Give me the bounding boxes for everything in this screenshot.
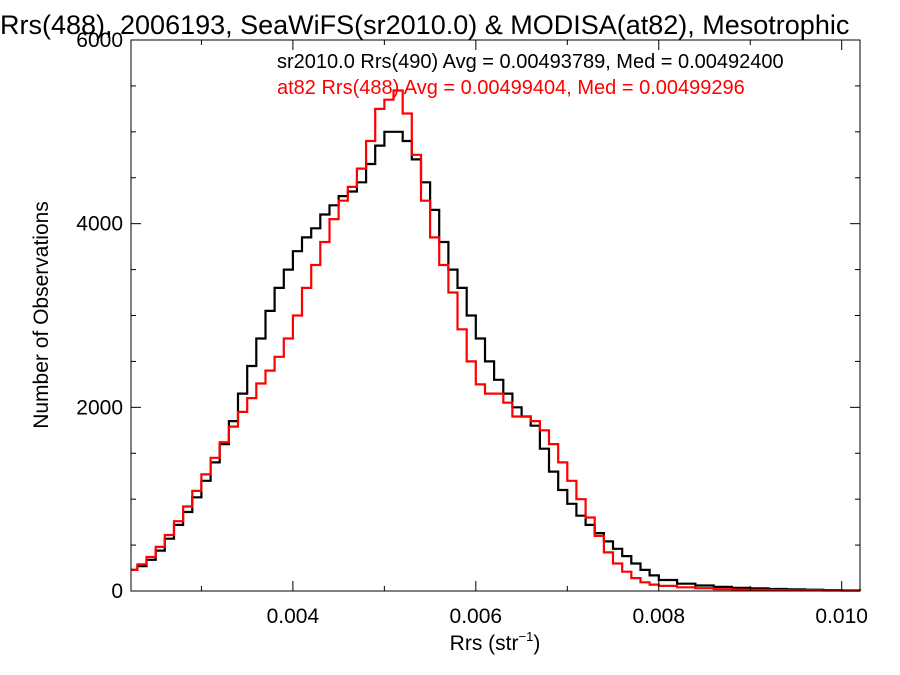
x-axis-label: Rrs (str−1) [450, 629, 541, 655]
x-tick-label: 0.010 [815, 605, 868, 628]
legend-entry-series-1: at82 Rrs(488) Avg = 0.00499404, Med = 0.… [277, 77, 745, 99]
histogram-chart: Rrs(488), 2006193, SeaWiFS(sr2010.0) & M… [0, 0, 900, 675]
y-tick-label: 4000 [76, 213, 123, 236]
tick-layer: 0.004 0.006 0.008 0.010 0 2000 4000 6000 [76, 29, 868, 628]
series-layer [131, 91, 860, 591]
legend-entry-series-0: sr2010.0 Rrs(490) Avg = 0.00493789, Med … [277, 51, 784, 73]
plot-frame [131, 40, 860, 591]
x-axis-label-close: ) [533, 632, 540, 655]
x-tick-label: 0.006 [450, 605, 503, 628]
series-line-0 [131, 132, 860, 591]
y-tick-label: 0 [111, 580, 123, 603]
x-tick-label: 0.004 [267, 605, 320, 628]
y-axis-label: Number of Observations [30, 201, 53, 429]
x-axis-label-main: Rrs (str [450, 632, 519, 655]
x-axis-label-sup: −1 [519, 629, 534, 644]
chart-title: Rrs(488), 2006193, SeaWiFS(sr2010.0) & M… [0, 10, 849, 40]
x-tick-label: 0.008 [632, 605, 685, 628]
y-tick-label: 2000 [76, 396, 123, 419]
series-line-1 [131, 91, 860, 591]
y-tick-label: 6000 [76, 29, 123, 52]
